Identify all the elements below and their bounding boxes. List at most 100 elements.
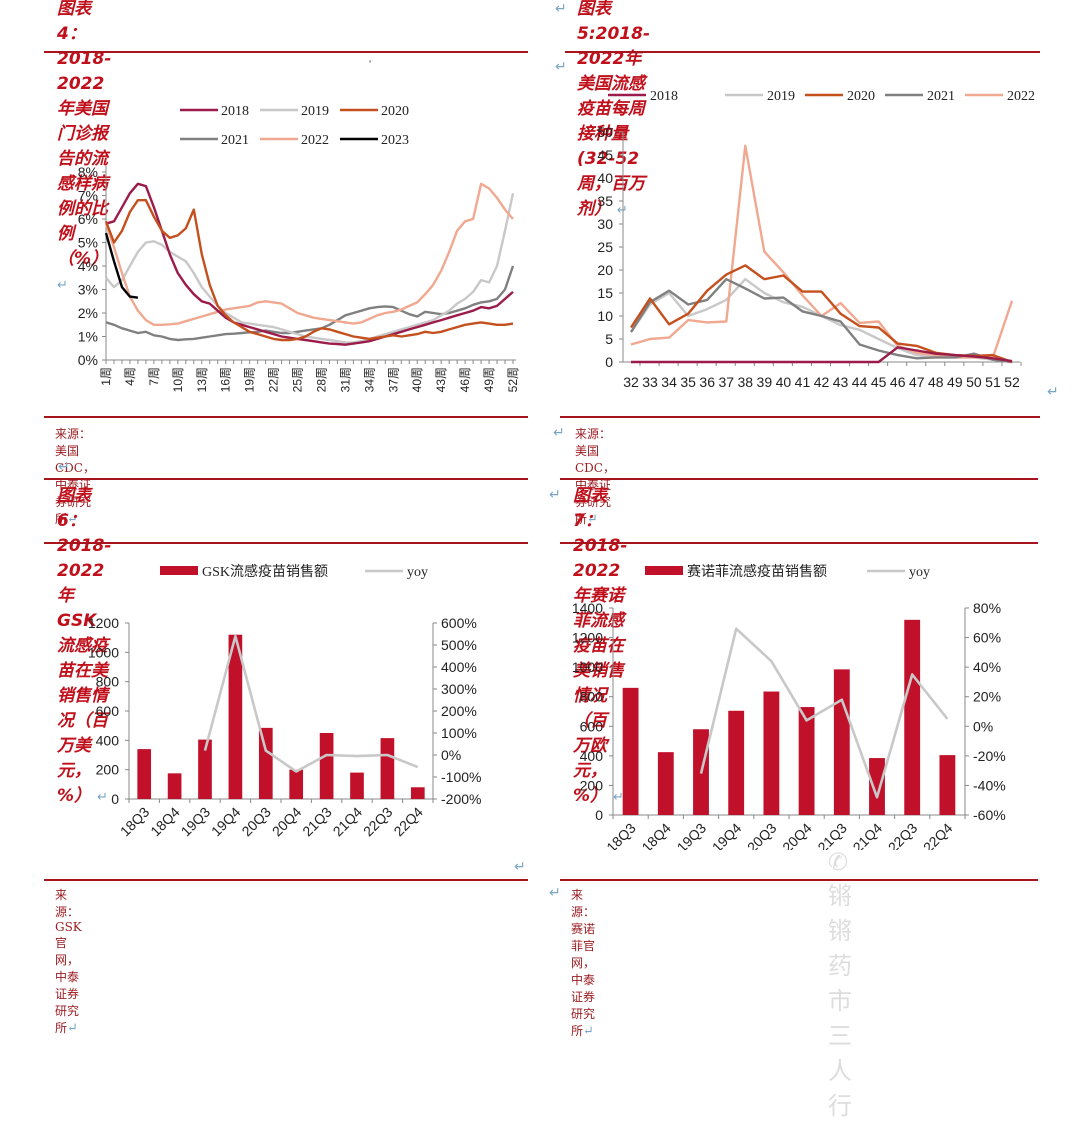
x-tick-label: 52周 <box>506 367 520 392</box>
y2-tick-label: 300% <box>441 681 477 697</box>
x-tick-label: 33 <box>642 374 658 390</box>
series-line-2019 <box>105 192 515 344</box>
figure-7-title-line2: 万欧元，%） <box>573 736 608 806</box>
x-tick-label: 45 <box>871 374 887 390</box>
bar-20Q3 <box>258 727 273 799</box>
x-tick-label: 7周 <box>147 367 161 386</box>
return-mark-icon: ↵ <box>96 790 108 805</box>
x-tick-label: 18Q4 <box>147 804 183 840</box>
x-tick-label: 21Q4 <box>850 820 886 850</box>
stray-mark: ‘ <box>369 60 371 70</box>
x-tick-label: 40周 <box>410 367 424 392</box>
series-line-2022 <box>104 182 514 326</box>
figure-5-title-line1: 图表5:2018-2022年美国流感疫苗每周接种量(32-52 <box>577 0 650 169</box>
series-line-2020 <box>629 264 1013 364</box>
y2-tick-label: 60% <box>973 630 1001 646</box>
bar-18Q3 <box>137 749 152 799</box>
bar-20Q3 <box>763 691 780 815</box>
bar-22Q4 <box>410 787 425 799</box>
x-tick-label: 20Q3 <box>238 804 274 840</box>
y-tick-label: 15 <box>597 285 613 301</box>
return-mark-icon: ↵ <box>555 0 567 16</box>
x-tick-label: 19周 <box>243 367 257 392</box>
x-tick-label: 19Q4 <box>709 820 745 850</box>
x-tick-label: 22Q3 <box>885 820 921 850</box>
legend-label-2021: 2021 <box>221 133 249 148</box>
figure-5-source-text: 来源：美国 CDC，中泰证券研究所 <box>575 427 615 526</box>
legend-label-2018: 2018 <box>221 104 249 119</box>
y-tick-label: 400 <box>580 748 604 764</box>
figure-7-chart: 赛诺菲流感疫苗销售额 yoy 0 200 400 600 800 1000 1200 1400 -6… <box>572 563 1006 850</box>
y2-tick-label: 40% <box>973 659 1001 675</box>
y2-tick-label: 20% <box>973 689 1001 705</box>
x-tick-label: 43 <box>833 374 849 390</box>
y2-tick-label: -20% <box>973 748 1006 764</box>
figure-6-top-rule <box>44 478 528 480</box>
x-tick-label: 46周 <box>458 367 472 392</box>
x-tick-label: 52 <box>1004 374 1020 390</box>
yoy-line <box>203 634 419 773</box>
bar-19Q3 <box>198 739 212 799</box>
series-line-2020 <box>104 199 514 342</box>
y-tick-label: 45 <box>597 147 613 163</box>
series-line-2021 <box>629 278 1013 364</box>
bar-22Q3 <box>380 738 395 799</box>
y-tick-label: 200 <box>580 777 604 793</box>
bar-21Q4 <box>350 772 364 799</box>
figure-4-chart: 2018 2019 2020 2021 2022 2023 ‘ 0% 1% 2% 3% 4% 5% 6% 7… <box>78 60 520 392</box>
return-mark-icon: ↵ <box>553 424 565 440</box>
x-tick-label: 28周 <box>314 367 328 392</box>
y-tick-label: 1200 <box>88 615 119 631</box>
return-mark-icon: ↵ <box>67 1021 78 1036</box>
y-tick-label: 6% <box>78 211 98 227</box>
return-mark-icon: ↵ <box>587 512 598 527</box>
x-tick-label: 1周 <box>99 367 113 386</box>
bar-21Q3 <box>833 669 850 815</box>
x-tick-label: 19Q3 <box>178 804 214 840</box>
figure-5-chart: 2018 2019 2020 2021 2022 0 5 10 15 20 25 30 35 40 45 50… <box>597 89 1035 390</box>
figure-7-title-line1: 图表 7：2018-2022 年赛诺菲流感疫苗在美销售情况（百 <box>573 486 628 731</box>
y-tick-label: 35 <box>597 193 613 209</box>
figure-4-title-line1: 图表 4：2018-2022 年美国门诊报告的流感样病例的比 <box>57 0 112 219</box>
legend-label-2020: 2020 <box>381 104 409 119</box>
y-tick-label: 600 <box>96 703 120 719</box>
watermark-text: 锵锵药市三人行 <box>828 882 853 1120</box>
x-tick-label: 16周 <box>219 367 233 392</box>
bar-21Q4 <box>869 758 885 815</box>
return-mark-icon: ↵ <box>616 203 628 218</box>
figure-7-source: 来源：赛诺菲官网，中泰证券研究所↵ <box>571 886 595 1039</box>
series-line-2018 <box>631 346 1013 364</box>
x-tick-label: 34周 <box>362 367 376 392</box>
x-tick-label: 46 <box>890 374 906 390</box>
legend-label-sales: 赛诺菲流感疫苗销售额 <box>687 563 827 580</box>
yoy-line <box>699 627 949 799</box>
figure-4-title: 图表 4：2018-2022 年美国门诊报告的流感样病例的比 例（%） ↵ <box>57 0 111 298</box>
y-tick-label: 50 <box>597 124 613 140</box>
x-tick-label: 18Q3 <box>117 804 153 840</box>
x-tick-label: 39 <box>757 374 773 390</box>
x-tick-label: 22周 <box>267 367 281 392</box>
y-tick-label: 1200 <box>572 630 603 646</box>
return-mark-icon: ↵ <box>514 858 526 874</box>
y2-tick-label: 400% <box>441 659 477 675</box>
legend-label-2019: 2019 <box>767 89 795 104</box>
x-tick-label: 19Q4 <box>208 804 244 840</box>
figure-5-title-line2: 周，百万剂） <box>577 174 645 219</box>
legend-label-sales: GSK流感疫苗销售额 <box>202 563 328 580</box>
x-tick-label: 38 <box>738 374 754 390</box>
x-tick-label: 4周 <box>123 367 137 386</box>
x-tick-label: 51 <box>985 374 1001 390</box>
y2-tick-label: -40% <box>973 777 1006 793</box>
y-tick-label: 5% <box>78 235 98 251</box>
bar-22Q4 <box>939 755 956 815</box>
return-mark-icon: ↵ <box>58 458 70 474</box>
x-tick-label: 22Q4 <box>920 820 956 850</box>
return-mark-icon: ↵ <box>67 512 78 527</box>
y-tick-label: 1400 <box>572 600 603 616</box>
figure-6-title-rule <box>44 542 528 544</box>
y-tick-label: 7% <box>78 188 98 204</box>
x-tick-label: 20Q4 <box>269 804 305 840</box>
figure-7-title: 图表 7：2018-2022 年赛诺菲流感疫苗在美销售情况（百 万欧元，%） ↵ <box>573 484 627 810</box>
x-tick-label: 49 <box>947 374 963 390</box>
x-tick-label: 18Q3 <box>603 820 639 850</box>
